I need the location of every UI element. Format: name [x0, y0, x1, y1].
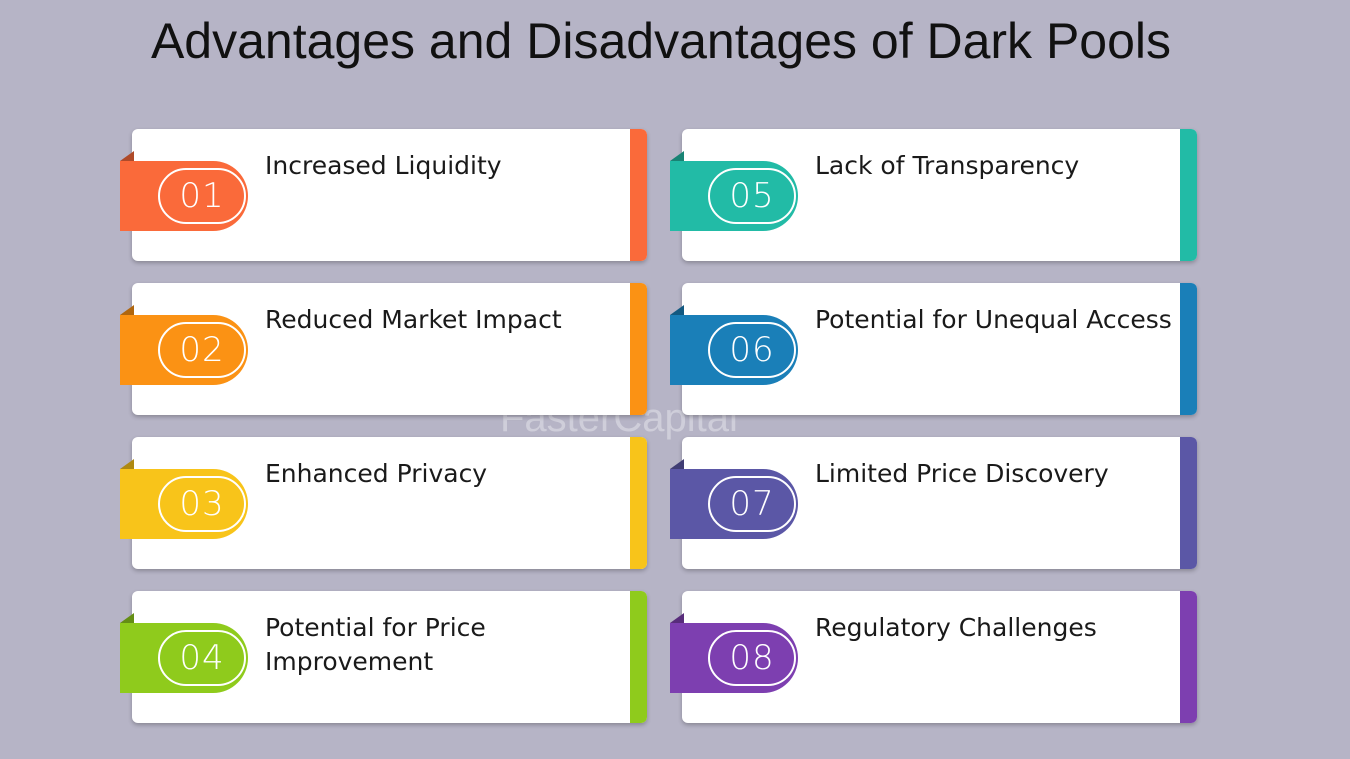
title: Advantages and Disadvantages of Dark Poo…	[150, 13, 1172, 69]
number-tab: 07	[670, 469, 798, 539]
item-number: 06	[708, 322, 796, 378]
color-strip	[630, 591, 647, 723]
item-number: 04	[158, 630, 246, 686]
card: 02 Reduced Market Impact	[120, 283, 647, 415]
item-number: 07	[708, 476, 796, 532]
tab-fold	[670, 459, 684, 469]
item-label: Increased Liquidity	[265, 151, 502, 180]
card: 06 Potential for Unequal Access	[670, 283, 1197, 415]
number-tab: 05	[670, 161, 798, 231]
color-strip	[1180, 129, 1197, 261]
item-number: 01	[158, 168, 246, 224]
number-tab: 03	[120, 469, 248, 539]
item-label: Enhanced Privacy	[265, 459, 488, 488]
tab-fold	[120, 459, 134, 469]
item-label: Lack of Transparency	[815, 151, 1080, 180]
card: 03 Enhanced Privacy	[120, 437, 647, 569]
card: 07 Limited Price Discovery	[670, 437, 1197, 569]
item-number: 05	[708, 168, 796, 224]
color-strip	[630, 283, 647, 415]
number-tab: 02	[120, 315, 248, 385]
color-strip	[1180, 591, 1197, 723]
number-tab: 01	[120, 161, 248, 231]
tab-fold	[120, 305, 134, 315]
color-strip	[1180, 437, 1197, 569]
card: 08 Regulatory Challenges	[670, 591, 1197, 723]
card: 01 Increased Liquidity	[120, 129, 647, 261]
number-tab: 06	[670, 315, 798, 385]
tab-fold	[120, 613, 134, 623]
color-strip	[630, 437, 647, 569]
color-strip	[630, 129, 647, 261]
card: 04 Potential for Price Improvement	[120, 591, 647, 723]
item-label: Reduced Market Impact	[265, 305, 562, 334]
number-tab: 08	[670, 623, 798, 693]
item-number: 02	[158, 322, 246, 378]
item-number: 08	[708, 630, 796, 686]
item-label: Limited Price Discovery	[815, 459, 1109, 488]
card: 05 Lack of Transparency	[670, 129, 1197, 261]
number-tab: 04	[120, 623, 248, 693]
tab-fold	[670, 151, 684, 161]
color-strip	[1180, 283, 1197, 415]
item-label: Potential for Unequal Access	[815, 305, 1172, 334]
tab-fold	[120, 151, 134, 161]
item-label: Regulatory Challenges	[815, 613, 1097, 642]
tab-fold	[670, 305, 684, 315]
item-label: Potential for Price Improvement	[265, 613, 486, 676]
tab-fold	[670, 613, 684, 623]
item-number: 03	[158, 476, 246, 532]
